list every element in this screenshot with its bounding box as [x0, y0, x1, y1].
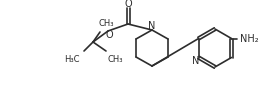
Text: N: N: [148, 21, 156, 31]
Text: O: O: [105, 30, 113, 40]
Text: H₃C: H₃C: [64, 54, 80, 64]
Text: O: O: [124, 0, 132, 9]
Text: CH₃: CH₃: [107, 54, 123, 64]
Text: N: N: [192, 56, 199, 66]
Text: NH₂: NH₂: [240, 33, 259, 43]
Text: CH₃: CH₃: [98, 20, 114, 28]
